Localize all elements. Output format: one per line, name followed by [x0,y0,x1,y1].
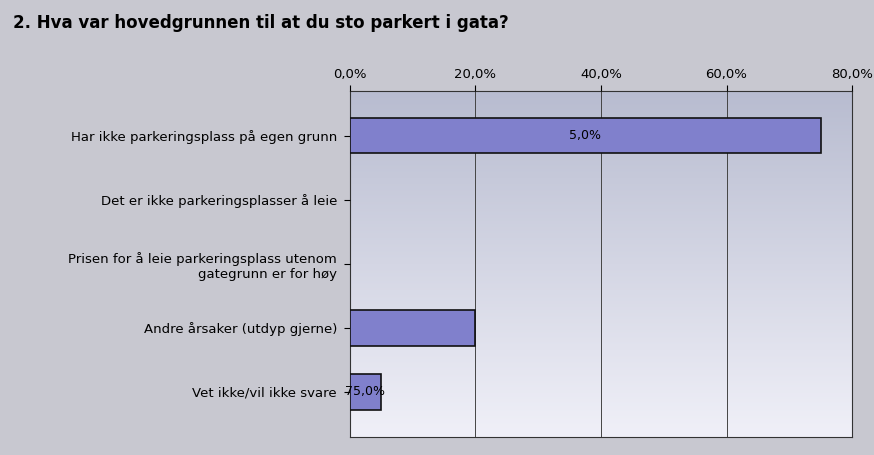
Bar [350,374,381,410]
Text: 75,0%: 75,0% [345,385,385,399]
Text: 2. Hva var hovedgrunnen til at du sto parkert i gata?: 2. Hva var hovedgrunnen til at du sto pa… [13,14,509,32]
Text: 5,0%: 5,0% [569,129,601,142]
Bar [350,118,821,153]
Bar [350,310,475,345]
